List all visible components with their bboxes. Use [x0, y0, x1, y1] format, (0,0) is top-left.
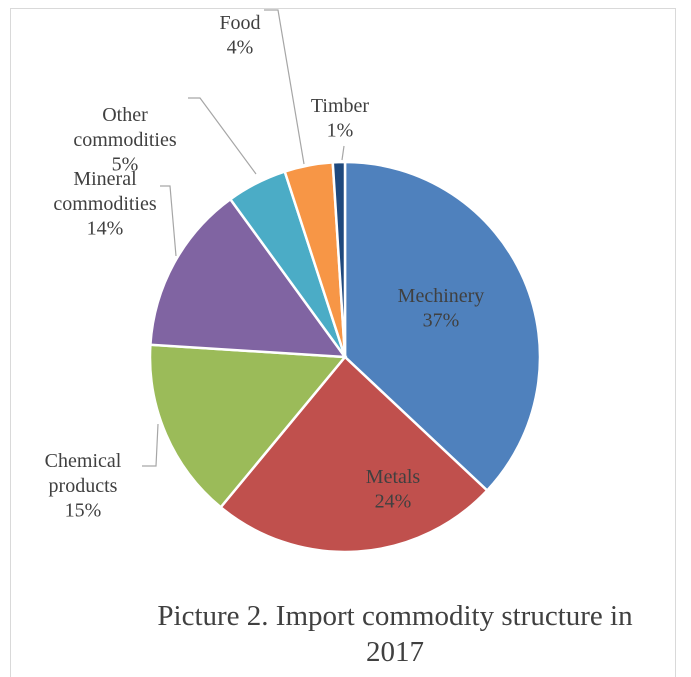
- data-label: 14%: [87, 218, 124, 240]
- label-line: Mechinery: [398, 285, 485, 307]
- pie-slice: [148, 343, 348, 510]
- label-line: Chemical: [45, 450, 122, 472]
- data-label: 37%: [423, 310, 460, 332]
- leader-line: [188, 97, 257, 175]
- category-label: Food: [219, 12, 260, 34]
- pie-slice: [218, 355, 489, 554]
- chart-title: Picture 2. Import commodity structure in…: [157, 600, 633, 668]
- category-label: Timber: [311, 95, 370, 117]
- pie-slice: [149, 197, 348, 359]
- leader-line: [142, 423, 159, 467]
- label-line: Metals: [366, 466, 421, 488]
- data-label: 1%: [327, 120, 354, 142]
- pie-slice: [343, 160, 542, 493]
- data-label: 24%: [375, 491, 412, 513]
- leader-line: [341, 145, 345, 161]
- data-label: 15%: [65, 500, 102, 522]
- leader-line: [264, 9, 305, 165]
- category-label: Other commodities: [73, 104, 177, 151]
- label-line: commodities: [73, 129, 177, 151]
- category-label: Mechinery: [398, 285, 485, 307]
- label-line: Timber: [311, 95, 370, 117]
- label-line: commodities: [53, 193, 157, 215]
- leader-lines: [142, 9, 345, 467]
- pie-slice: [331, 160, 347, 358]
- label-line: Other: [102, 104, 148, 126]
- category-label: Mineral commodities: [53, 168, 157, 215]
- category-label: Chemical products: [45, 450, 122, 497]
- label-line: products: [49, 475, 118, 497]
- data-label: 5%: [112, 154, 139, 176]
- category-label: Metals: [366, 466, 421, 488]
- data-label: 4%: [227, 37, 254, 59]
- chart-border: [10, 8, 676, 677]
- label-line: Mineral: [73, 168, 137, 190]
- leader-line: [160, 185, 177, 257]
- label-line: Food: [219, 12, 260, 34]
